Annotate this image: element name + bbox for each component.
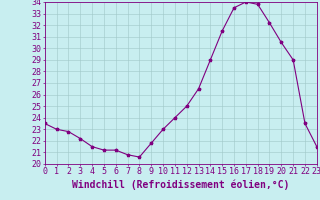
X-axis label: Windchill (Refroidissement éolien,°C): Windchill (Refroidissement éolien,°C): [72, 179, 290, 190]
